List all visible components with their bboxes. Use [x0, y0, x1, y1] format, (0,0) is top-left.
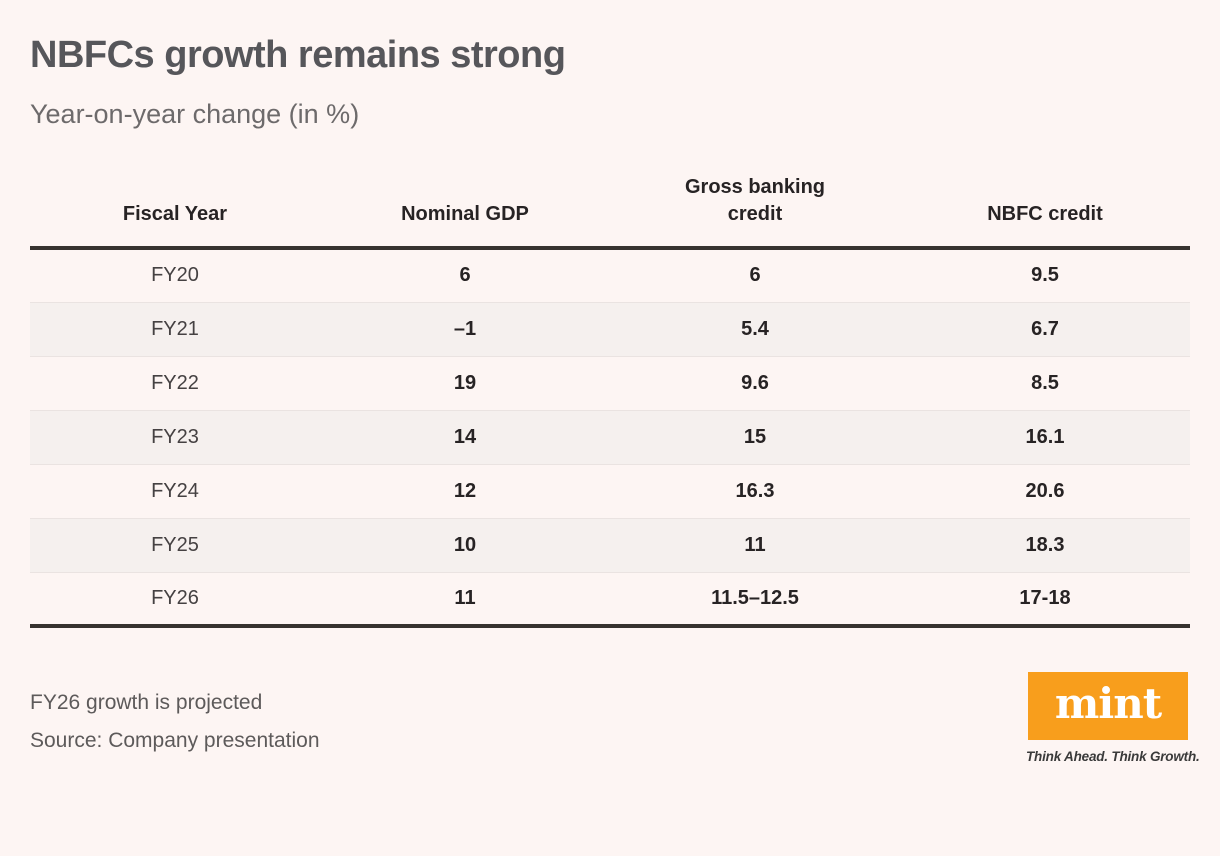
table-row: FY23 14 15 16.1 — [30, 410, 1190, 465]
value-cell: 20.6 — [900, 464, 1190, 519]
value-cell: 16.1 — [900, 410, 1190, 465]
value-cell: 9.5 — [900, 248, 1190, 303]
mint-logo-box: mint — [1028, 672, 1188, 740]
column-header: Nominal GDP — [320, 174, 610, 250]
value-cell: 6 — [610, 248, 900, 303]
table-row: FY25 10 11 18.3 — [30, 518, 1190, 573]
page-subtitle: Year-on-year change (in %) — [30, 99, 360, 129]
fiscal-year-cell: FY21 — [30, 302, 320, 357]
value-cell: 17-18 — [900, 572, 1190, 628]
value-cell: 12 — [320, 464, 610, 519]
value-cell: 11 — [610, 518, 900, 573]
mint-logo: mint Think Ahead. Think Growth. — [1026, 672, 1200, 764]
table-row: FY26 11 11.5–12.5 17-18 — [30, 572, 1190, 628]
column-header: Fiscal Year — [30, 174, 320, 250]
footnote: FY26 growth is projected — [30, 691, 263, 714]
fiscal-year-cell: FY23 — [30, 410, 320, 465]
value-cell: 6.7 — [900, 302, 1190, 357]
value-cell: –1 — [320, 302, 610, 357]
fiscal-year-cell: FY22 — [30, 356, 320, 411]
infographic: NBFCs growth remains strong Year-on-year… — [0, 34, 1220, 764]
fiscal-year-cell: FY24 — [30, 464, 320, 519]
value-cell: 18.3 — [900, 518, 1190, 573]
source-note: Source: Company presentation — [30, 729, 320, 752]
value-cell: 8.5 — [900, 356, 1190, 411]
data-table: Fiscal Year Nominal GDP Gross banking cred… — [30, 174, 1190, 628]
fiscal-year-cell: FY26 — [30, 572, 320, 628]
mint-logo-text: mint — [1054, 678, 1162, 728]
page-title: NBFCs growth remains strong — [30, 34, 566, 76]
value-cell: 9.6 — [610, 356, 900, 411]
value-cell: 15 — [610, 410, 900, 465]
fiscal-year-cell: FY20 — [30, 248, 320, 303]
column-header: NBFC credit — [900, 174, 1190, 250]
footer: FY26 growth is projected Source: Company… — [30, 672, 1200, 764]
value-cell: 14 — [320, 410, 610, 465]
table-row: FY20 6 6 9.5 — [30, 248, 1190, 303]
value-cell: 16.3 — [610, 464, 900, 519]
table-row: FY24 12 16.3 20.6 — [30, 464, 1190, 519]
footnotes: FY26 growth is projected Source: Company… — [30, 684, 320, 760]
column-header: Gross banking credit — [610, 174, 900, 250]
value-cell: 11.5–12.5 — [610, 572, 900, 628]
table-row: FY22 19 9.6 8.5 — [30, 356, 1190, 411]
value-cell: 6 — [320, 248, 610, 303]
table-row: FY21 –1 5.4 6.7 — [30, 302, 1190, 357]
table-body: FY20 6 6 9.5 FY21 –1 5.4 6.7 FY22 19 9.6 8.5 FY23 14 1… — [30, 248, 1190, 628]
fiscal-year-cell: FY25 — [30, 518, 320, 573]
value-cell: 11 — [320, 572, 610, 628]
value-cell: 10 — [320, 518, 610, 573]
value-cell: 5.4 — [610, 302, 900, 357]
table-header: Fiscal Year Nominal GDP Gross banking cred… — [30, 174, 1190, 250]
mint-logo-tagline: Think Ahead. Think Growth. — [1026, 749, 1200, 764]
header-row: Fiscal Year Nominal GDP Gross banking cred… — [30, 174, 1190, 250]
value-cell: 19 — [320, 356, 610, 411]
